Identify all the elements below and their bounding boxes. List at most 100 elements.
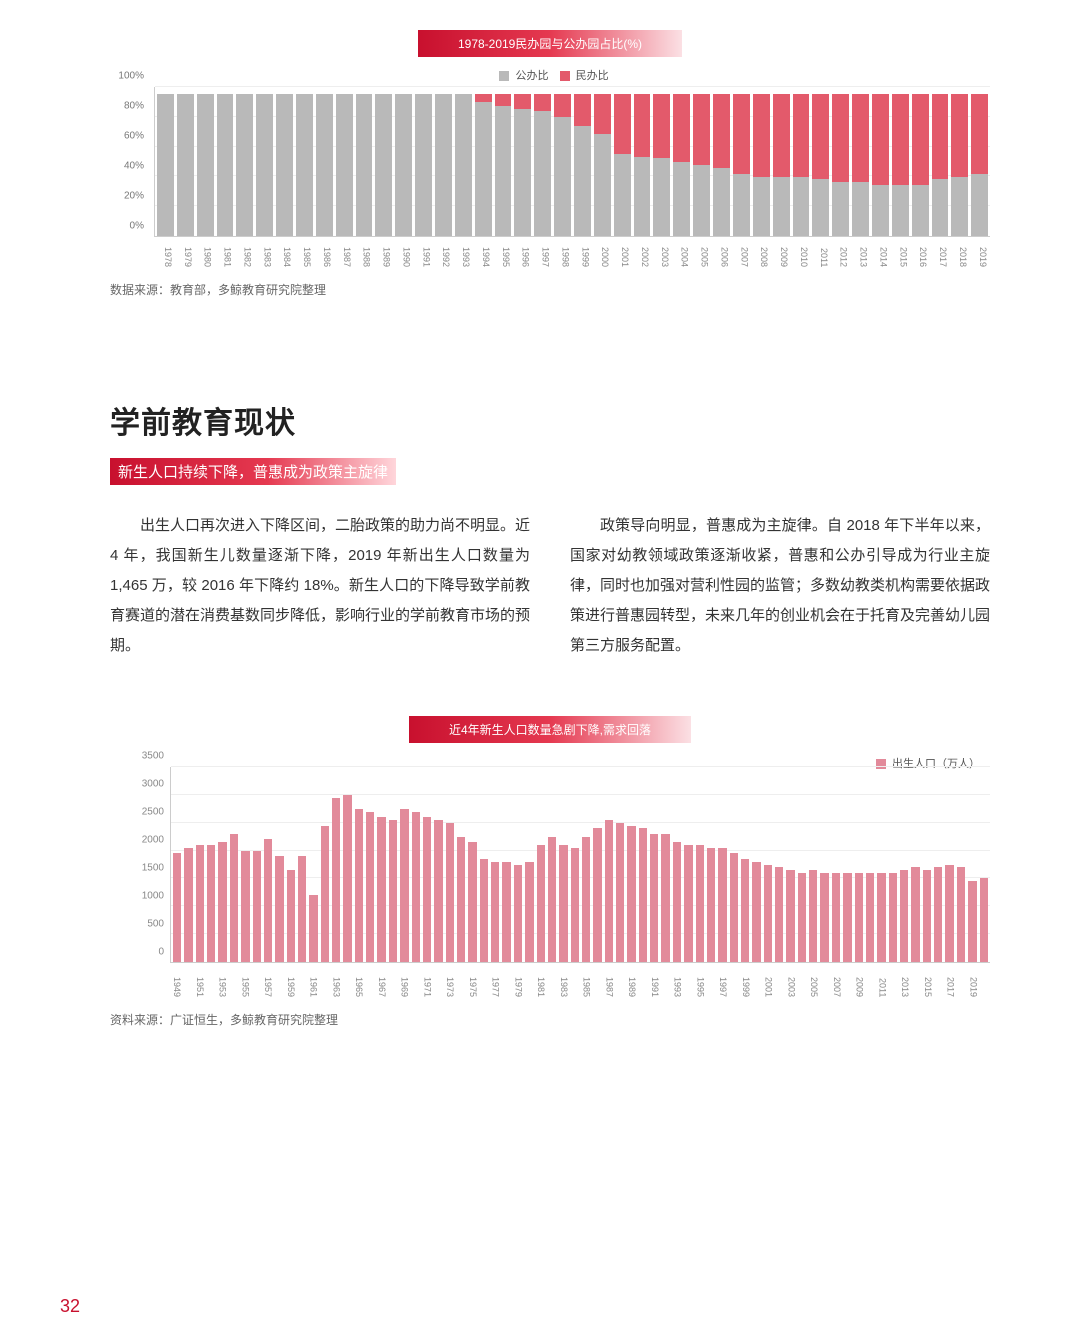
chart2-xlabel (640, 963, 647, 997)
chart2-xlabels: 1949195119531955195719591961196319651967… (170, 963, 990, 997)
chart1-plot (154, 87, 990, 237)
chart2-bar (287, 870, 295, 962)
chart2-xlabel: 2017 (946, 963, 956, 997)
chart2-xlabel (913, 963, 920, 997)
chart1-bar (832, 87, 849, 236)
chart2-bar (514, 865, 522, 963)
chart1-xlabel: 1988 (355, 237, 372, 267)
chart1-title: 1978-2019民办园与公办园占比(%) (418, 30, 682, 57)
chart1-xlabel: 2019 (971, 237, 988, 267)
chart1-bar (316, 87, 333, 236)
chart2-ylabel: 1000 (142, 891, 164, 902)
chart1-bar (415, 87, 432, 236)
chart1-bar (971, 87, 988, 236)
birth-population-chart: 近4年新生人口数量急剧下降,需求回落 出生人口（万人） 050010001500… (110, 716, 990, 997)
chart2-bar (196, 845, 204, 962)
chart2-xlabel: 1973 (445, 963, 455, 997)
chart1-source: 数据来源：教育部，多鲸教育研究院整理 (110, 281, 990, 298)
chart1-xlabel: 2015 (891, 237, 908, 267)
chart2-bar (582, 837, 590, 962)
chart2-ylabel: 3000 (142, 779, 164, 790)
chart2-xlabel (868, 963, 875, 997)
chart2-bar (832, 873, 840, 962)
chart2-bar (389, 820, 397, 962)
chart1-ylabel: 100% (118, 71, 144, 82)
chart1-bar (932, 87, 949, 236)
chart2-bar (343, 795, 351, 962)
chart2-bar (457, 837, 465, 962)
chart1-bar (157, 87, 174, 236)
chart2-xlabel (754, 963, 761, 997)
chart1-yaxis: 0%20%40%60%80%100% (110, 87, 150, 237)
chart2-bar (571, 848, 579, 962)
chart1-bar (693, 87, 710, 236)
chart2-xlabel: 1969 (400, 963, 410, 997)
chart2-bar (718, 848, 726, 962)
chart2-xlabel: 1991 (650, 963, 660, 997)
body-columns: 出生人口再次进入下降区间，二胎政策的助力尚不明显。近 4 年，我国新生儿数量逐渐… (110, 511, 990, 661)
chart1-xlabel: 1978 (156, 237, 173, 267)
chart2-bar (434, 820, 442, 962)
chart2-xlabel (367, 963, 374, 997)
chart2-bar (639, 828, 647, 962)
chart2-ylabel: 2000 (142, 835, 164, 846)
body-col-right: 政策导向明显，普惠成为主旋律。自 2018 年下半年以来，国家对幼教领域政策逐渐… (570, 511, 990, 661)
legend-swatch-private (560, 71, 570, 81)
chart1-xlabel: 1998 (554, 237, 571, 267)
chart2-xlabel: 1967 (377, 963, 387, 997)
chart1-bar (574, 87, 591, 236)
chart1-bar (812, 87, 829, 236)
chart1-xlabel: 2012 (832, 237, 849, 267)
chart2-xlabel: 2015 (923, 963, 933, 997)
chart1-xlabel: 2005 (693, 237, 710, 267)
chart2-bar (809, 870, 817, 962)
chart1-legend: 公办比 民办比 (110, 67, 990, 83)
chart2-xlabel (231, 963, 238, 997)
chart2-ylabel: 3500 (142, 751, 164, 762)
chart1-xlabel: 2001 (613, 237, 630, 267)
chart2-xlabel (799, 963, 806, 997)
chart1-bar (217, 87, 234, 236)
chart2-bar (945, 865, 953, 963)
chart1-xlabel: 1983 (255, 237, 272, 267)
chart2-source: 资料来源：广证恒生，多鲸教育研究院整理 (110, 1011, 990, 1028)
chart1-bar (753, 87, 770, 236)
chart2-bar (559, 845, 567, 962)
chart1-bar (336, 87, 353, 236)
chart2-xlabel (572, 963, 579, 997)
chart2-bar (502, 862, 510, 962)
chart1-bar (951, 87, 968, 236)
chart2-xlabel (549, 963, 556, 997)
chart2-bar (548, 837, 556, 962)
chart1-xlabel: 2014 (872, 237, 889, 267)
chart2-xlabel (481, 963, 488, 997)
chart1-xlabel: 1999 (573, 237, 590, 267)
chart1-bar (236, 87, 253, 236)
chart1-xlabel: 2004 (673, 237, 690, 267)
chart2-xlabel: 1959 (286, 963, 296, 997)
chart2-gridline (171, 766, 990, 767)
chart1-title-banner: 1978-2019民办园与公办园占比(%) (110, 30, 990, 57)
chart2-bar (275, 856, 283, 962)
chart1-bar (534, 87, 551, 236)
chart2-xlabel (185, 963, 192, 997)
chart1-xlabel: 2013 (852, 237, 869, 267)
chart1-xlabel: 1989 (375, 237, 392, 267)
chart2-bar (616, 823, 624, 962)
chart2-xlabel: 1953 (218, 963, 228, 997)
chart1-xlabel: 1990 (395, 237, 412, 267)
chart1-ylabel: 80% (124, 101, 144, 112)
chart2-bar (684, 845, 692, 962)
chart2-bar (877, 873, 885, 962)
chart2-bar (241, 851, 249, 962)
chart2-xlabel (959, 963, 966, 997)
chart1-xlabel: 1982 (236, 237, 253, 267)
chart2-bar (309, 895, 317, 962)
chart1-bar (594, 87, 611, 236)
chart1-xlabel: 2016 (911, 237, 928, 267)
legend-swatch-public (499, 71, 509, 81)
chart1-bar (912, 87, 929, 236)
chart2-ylabel: 500 (147, 919, 164, 930)
chart1-xlabel: 2007 (732, 237, 749, 267)
chart1-bar (653, 87, 670, 236)
